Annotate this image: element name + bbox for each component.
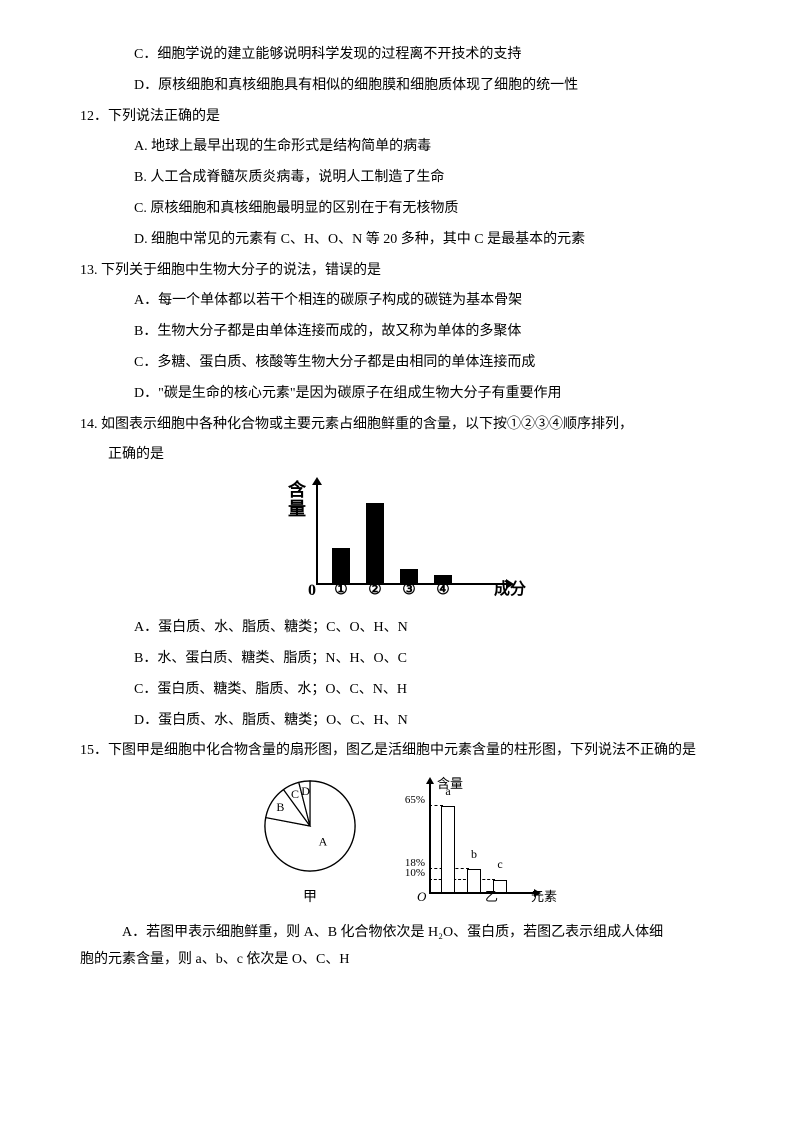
q15-bar-caption: 乙 (485, 883, 498, 912)
q15-option-a: A．若图甲表示细胞鲜重，则 A、B 化合物依次是 H₂O、蛋白质，若图乙表示组成… (80, 920, 720, 973)
exam-page: C．细胞学说的建立能够说明科学发现的过程离不开技术的支持 D．原核细胞和真核细胞… (0, 0, 800, 1013)
q15-bar-x-label: 元素 (531, 883, 557, 912)
q15-ytick-0: 65% (385, 788, 425, 812)
q14-y-axis (316, 485, 318, 585)
q12-option-b: B. 人工合成脊髓灰质炎病毒，说明人工制造了生命 (80, 163, 720, 194)
q15-bar-chart: 含量 O 元素 65%18%10%abc 乙 (395, 774, 545, 914)
q12-option-a: A. 地球上最早出现的生命形式是结构简单的病毒 (80, 132, 720, 163)
q14-stem-line2: 正确的是 (80, 440, 720, 471)
q15-pie-caption: 甲 (255, 883, 365, 914)
q15-bar-b (467, 869, 481, 893)
q15-option-a-line1: A．若图甲表示细胞鲜重，则 A、B 化合物依次是 H₂O、蛋白质，若图乙表示组成… (80, 920, 720, 947)
q15-bar-origin: O (417, 883, 426, 912)
q13-option-c: C．多糖、蛋白质、核酸等生物大分子都是由相同的单体连接而成 (80, 348, 720, 379)
q14-x-axis-label: 成分 (494, 572, 526, 607)
q15-pie-figure: A BCD 甲 (255, 771, 365, 914)
q15-ytick-2: 10% (385, 861, 425, 885)
q14-origin-label: 0 (308, 573, 316, 608)
q15-bar-label-a: a (441, 778, 455, 804)
q14-y-axis-label: 含量 (286, 481, 308, 519)
q15-stem: 15．下图甲是细胞中化合物含量的扇形图，图乙是活细胞中元素含量的柱形图，下列说法… (80, 736, 720, 767)
q14-option-b: B．水、蛋白质、糖类、脂质；N、H、O、C (80, 644, 720, 675)
q15-bar-label-c: c (493, 851, 507, 877)
q13-option-d: D．"碳是生命的核心元素"是因为碳原子在组成生物大分子有重要作用 (80, 379, 720, 410)
q14-option-a: A．蛋白质、水、脂质、糖类；C、O、H、N (80, 613, 720, 644)
q13-option-b: B．生物大分子都是由单体连接而成的，故又称为单体的多聚体 (80, 317, 720, 348)
q12-option-c: C. 原核细胞和真核细胞最明显的区别在于有无核物质 (80, 194, 720, 225)
q14-category-1: ① (329, 574, 353, 607)
q13-stem: 13. 下列关于细胞中生物大分子的说法，错误的是 (80, 256, 720, 287)
q14-stem-line1: 14. 如图表示细胞中各种化合物或主要元素占细胞鲜重的含量，以下按①②③④顺序排… (80, 410, 720, 441)
q11-option-c: C．细胞学说的建立能够说明科学发现的过程离不开技术的支持 (80, 40, 720, 71)
q15-option-a-line2: 胞的元素含量，则 a、b、c 依次是 O、C、H (80, 947, 720, 974)
q14-category-4: ④ (431, 574, 455, 607)
q15-pie-chart: A BCD (255, 771, 365, 881)
q15-bar-label-b: b (467, 841, 481, 867)
q14-bar-chart: 含量 0 ①②③④ 成分 (280, 477, 520, 607)
q15-ytick-line-2 (429, 879, 495, 880)
q12-option-d: D. 细胞中常见的元素有 C、H、O、N 等 20 多种，其中 C 是最基本的元… (80, 225, 720, 256)
q14-option-c: C．蛋白质、糖类、脂质、水；O、C、N、H (80, 675, 720, 706)
q11-option-d: D．原核细胞和真核细胞具有相似的细胞膜和细胞质体现了细胞的统一性 (80, 71, 720, 102)
q15-pie-label-B: B (276, 800, 284, 814)
q14-category-3: ③ (397, 574, 421, 607)
q13-option-a: A．每一个单体都以若干个相连的碳原子构成的碳链为基本骨架 (80, 286, 720, 317)
q15-pie-label-A: A (319, 835, 328, 849)
q15-bar-a (441, 806, 455, 893)
q14-category-2: ② (363, 574, 387, 607)
q15-bar-y-axis (429, 784, 431, 894)
q15-figure-row: ABCD 甲 含量 O 元素 65%18%10%abc 乙 (80, 771, 720, 914)
q15-pie-label-D: D (301, 784, 310, 798)
q14-chart-area: 含量 0 ①②③④ 成分 (80, 477, 720, 607)
q15-pie-label-C: C (291, 787, 299, 801)
q14-option-d: D．蛋白质、水、脂质、糖类；O、C、H、N (80, 706, 720, 737)
q14-bar-2 (366, 503, 384, 583)
q12-stem: 12．下列说法正确的是 (80, 102, 720, 133)
